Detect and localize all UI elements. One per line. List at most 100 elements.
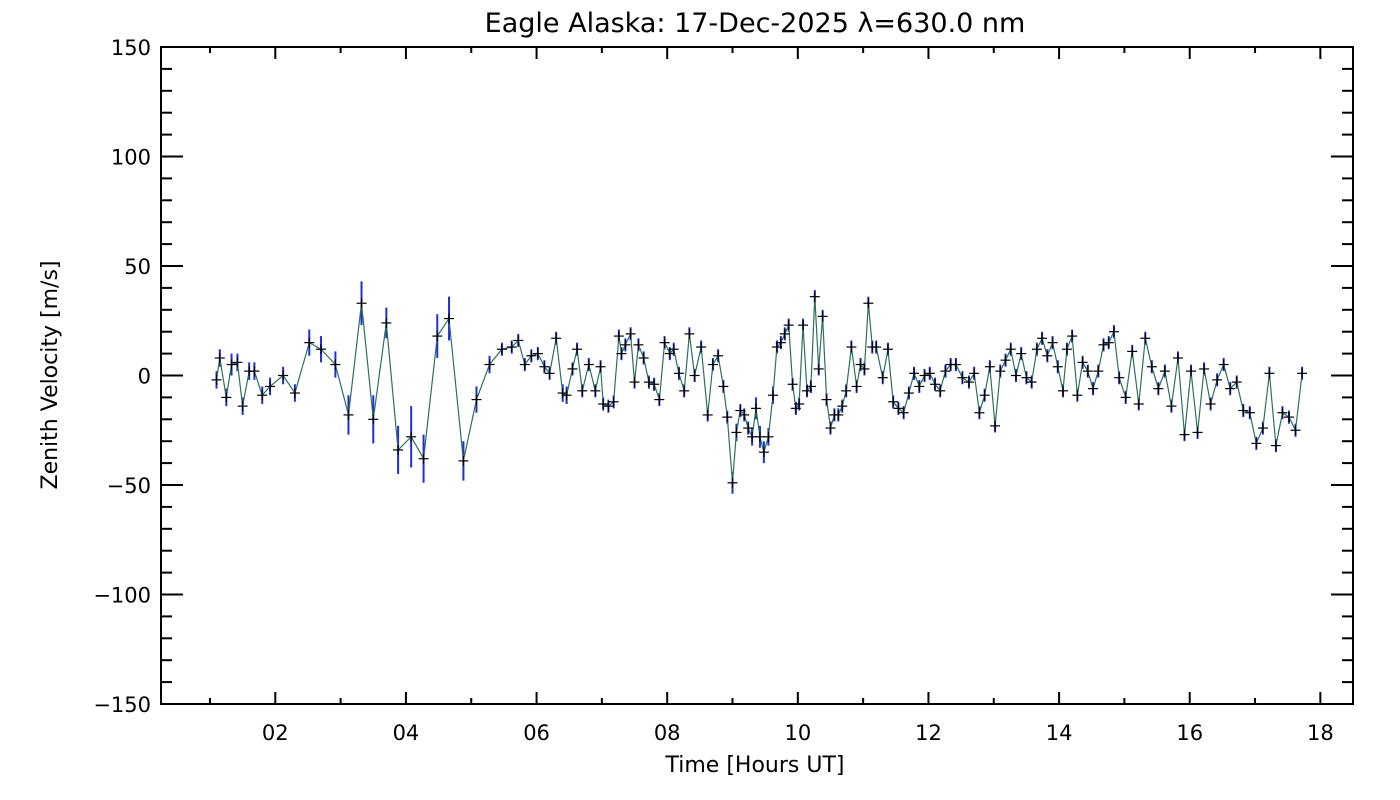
data-point (817, 311, 828, 322)
data-point (590, 385, 601, 396)
x-tick-label: 12 (915, 721, 942, 745)
data-point (356, 298, 367, 309)
data-point (696, 342, 707, 353)
data-point (1186, 366, 1197, 377)
plot-area (211, 281, 1308, 494)
data-point (731, 427, 742, 438)
data-point (278, 370, 289, 381)
data-point (1127, 346, 1138, 357)
x-tick-label: 06 (523, 721, 550, 745)
data-point (1058, 385, 1069, 396)
data-point (963, 377, 974, 388)
data-point (1052, 361, 1063, 372)
data-point (561, 390, 572, 401)
data-point (995, 366, 1006, 377)
data-point (1199, 363, 1210, 374)
data-point (1218, 359, 1229, 370)
data-point (1159, 366, 1170, 377)
data-point (625, 328, 636, 339)
data-point (513, 335, 524, 346)
data-point (974, 407, 985, 418)
x-axis-label: Time [Hours UT] (665, 753, 845, 778)
data-point (727, 477, 738, 488)
data-point (1026, 377, 1037, 388)
data-point (950, 359, 961, 370)
x-tick-label: 04 (393, 721, 420, 745)
data-point (1072, 390, 1083, 401)
x-tick-label: 08 (654, 721, 681, 745)
data-point (877, 372, 888, 383)
data-point (544, 368, 555, 379)
data-point (1290, 425, 1301, 436)
data-point (572, 344, 583, 355)
data-point (1082, 366, 1093, 377)
data-point (882, 344, 893, 355)
data-point (1172, 352, 1183, 363)
data-point (984, 361, 995, 372)
x-tick-label: 10 (784, 721, 811, 745)
data-point (1283, 412, 1294, 423)
data-point (226, 359, 237, 370)
data-point (506, 342, 517, 353)
x-tick-label: 14 (1046, 721, 1073, 745)
data-point (393, 444, 404, 455)
data-point (613, 331, 624, 342)
data-point (249, 366, 260, 377)
data-point (633, 339, 644, 350)
y-tick-label: 0 (138, 365, 151, 389)
data-point (432, 331, 443, 342)
data-point (754, 431, 765, 442)
data-point (211, 374, 222, 385)
y-tick-label: −50 (107, 474, 151, 498)
data-point (1153, 383, 1164, 394)
data-point (1244, 407, 1255, 418)
data-point (751, 403, 762, 414)
data-point (722, 412, 733, 423)
data-point (1108, 326, 1119, 337)
data-point (519, 359, 530, 370)
data-point (689, 370, 700, 381)
y-axis: −150 −100 −50 0 50 100 150 (93, 36, 1353, 717)
data-point (649, 379, 660, 390)
data-point (1140, 333, 1151, 344)
data-point (805, 381, 816, 392)
data-point (1205, 398, 1216, 409)
data-point (940, 366, 951, 377)
data-point (289, 388, 300, 399)
data-point (1010, 370, 1021, 381)
data-point (471, 394, 482, 405)
data-point (763, 431, 774, 442)
data-point (1047, 337, 1058, 348)
y-tick-label: −100 (93, 584, 151, 608)
data-point (809, 291, 820, 302)
data-point (1257, 423, 1268, 434)
data-point (304, 337, 315, 348)
data-point (851, 381, 862, 392)
data-point (684, 328, 695, 339)
y-tick-label: −150 (93, 693, 151, 717)
data-point (969, 368, 980, 379)
plot-frame (160, 46, 1354, 705)
data-point (381, 317, 392, 328)
x-tick-label: 02 (262, 721, 289, 745)
data-point (1192, 427, 1203, 438)
data-point (1238, 405, 1249, 416)
data-point (1297, 368, 1308, 379)
data-point (237, 401, 248, 412)
data-point (871, 342, 882, 353)
data-point (608, 396, 619, 407)
data-point (1270, 440, 1281, 451)
chart-title: Eagle Alaska: 17-Dec-2025 λ=630.0 nm (485, 8, 1026, 39)
data-point (1031, 344, 1042, 355)
data-point (846, 342, 857, 353)
data-point (833, 409, 844, 420)
data-point (1231, 377, 1242, 388)
data-point (265, 381, 276, 392)
data-point (1146, 361, 1157, 372)
data-point (859, 363, 870, 374)
x-tick-label: 18 (1307, 721, 1334, 745)
data-point (794, 398, 805, 409)
data-point (598, 398, 609, 409)
data-point (257, 390, 268, 401)
